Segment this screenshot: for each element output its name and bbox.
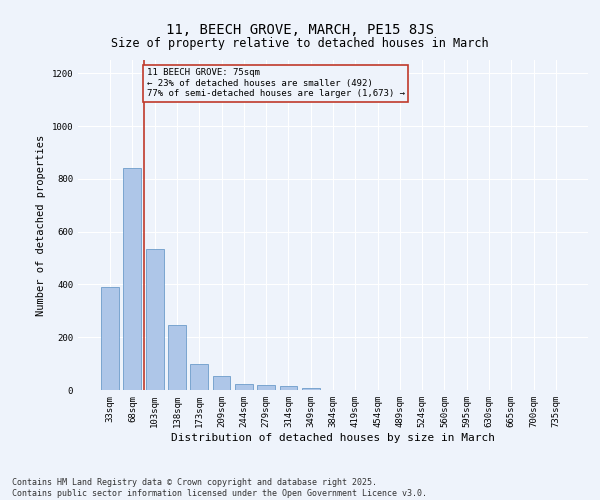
Text: Contains HM Land Registry data © Crown copyright and database right 2025.
Contai: Contains HM Land Registry data © Crown c… xyxy=(12,478,427,498)
Y-axis label: Number of detached properties: Number of detached properties xyxy=(36,134,46,316)
Text: Size of property relative to detached houses in March: Size of property relative to detached ho… xyxy=(111,38,489,51)
Bar xyxy=(257,385,275,390)
Bar xyxy=(146,249,164,390)
Text: 11, BEECH GROVE, MARCH, PE15 8JS: 11, BEECH GROVE, MARCH, PE15 8JS xyxy=(166,22,434,36)
Bar xyxy=(212,376,230,390)
Bar xyxy=(190,364,208,390)
Text: 11 BEECH GROVE: 75sqm
← 23% of detached houses are smaller (492)
77% of semi-det: 11 BEECH GROVE: 75sqm ← 23% of detached … xyxy=(147,68,405,98)
X-axis label: Distribution of detached houses by size in March: Distribution of detached houses by size … xyxy=(171,432,495,442)
Bar xyxy=(101,287,119,390)
Bar xyxy=(124,168,142,390)
Bar xyxy=(168,324,186,390)
Bar xyxy=(302,388,320,390)
Bar xyxy=(235,384,253,390)
Bar xyxy=(280,386,298,390)
